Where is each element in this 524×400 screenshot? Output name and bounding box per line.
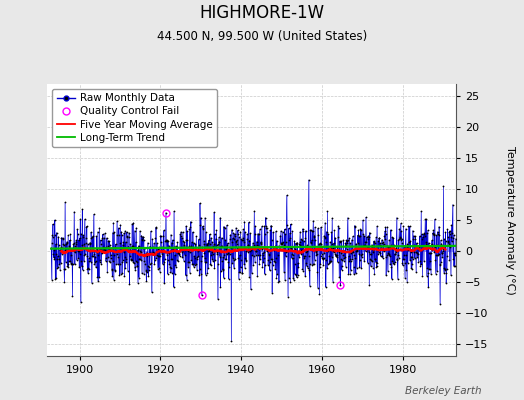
Y-axis label: Temperature Anomaly (°C): Temperature Anomaly (°C): [505, 146, 515, 294]
Legend: Raw Monthly Data, Quality Control Fail, Five Year Moving Average, Long-Term Tren: Raw Monthly Data, Quality Control Fail, …: [52, 89, 217, 147]
Text: 44.500 N, 99.500 W (United States): 44.500 N, 99.500 W (United States): [157, 30, 367, 43]
Text: HIGHMORE-1W: HIGHMORE-1W: [200, 4, 324, 22]
Text: Berkeley Earth: Berkeley Earth: [406, 386, 482, 396]
